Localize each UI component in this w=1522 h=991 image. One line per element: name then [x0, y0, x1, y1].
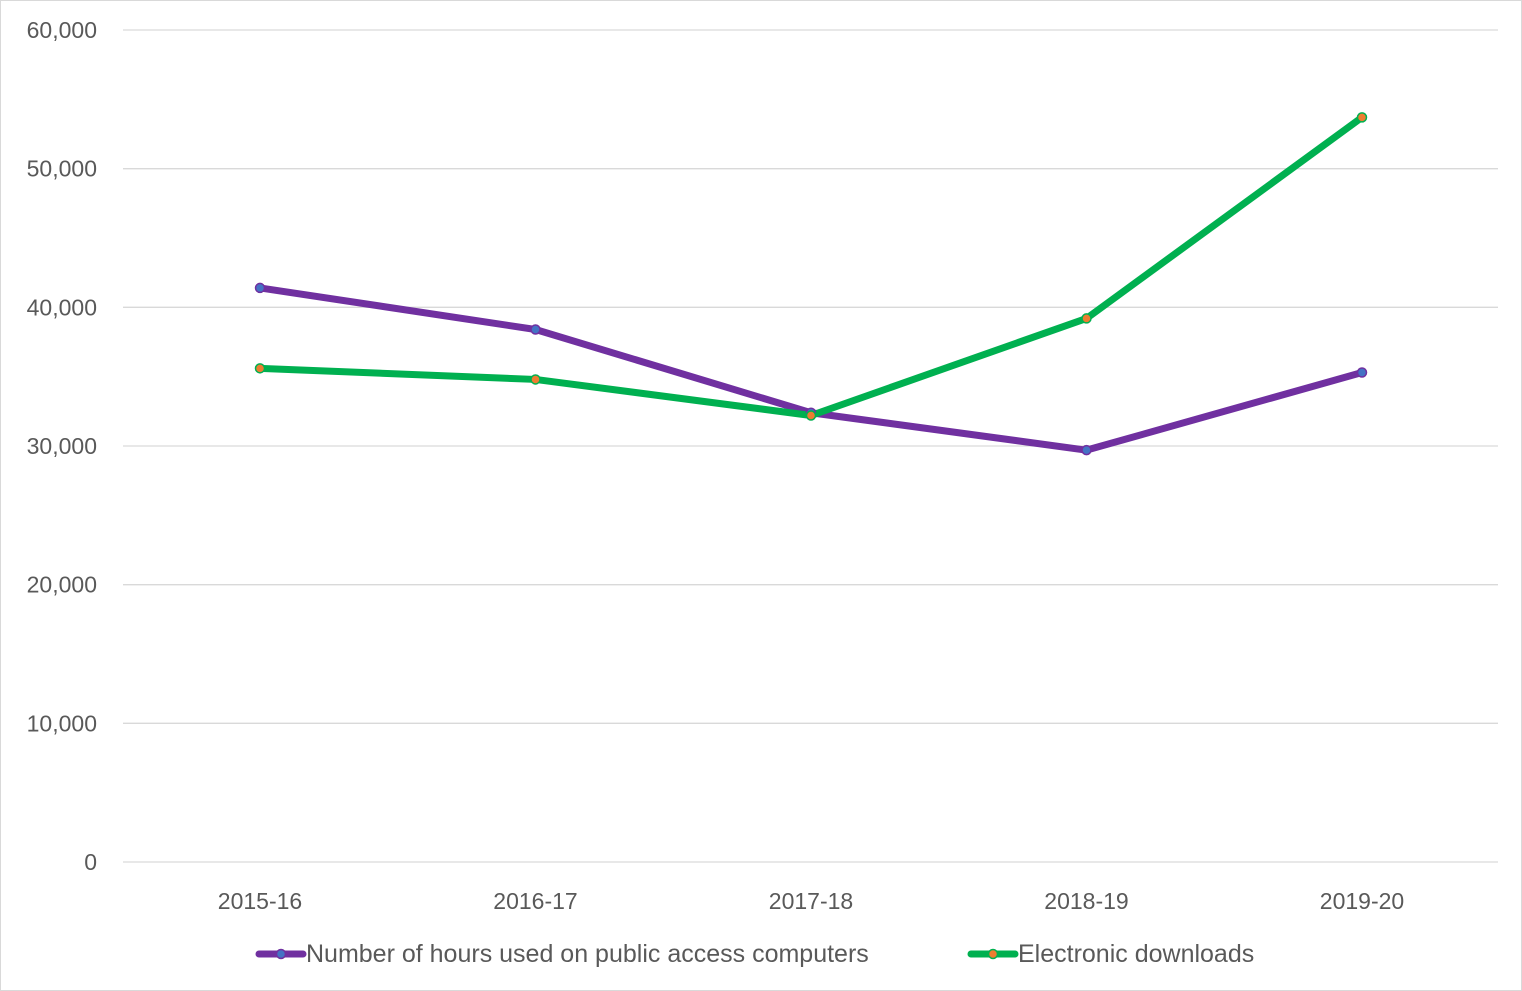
data-point	[530, 374, 541, 385]
data-point	[805, 410, 817, 421]
y-tick-label: 50,000	[27, 156, 97, 182]
x-tick-label: 2015-16	[218, 888, 302, 914]
y-tick-label: 40,000	[27, 294, 97, 320]
data-point	[1081, 313, 1092, 324]
data-point	[1081, 444, 1092, 456]
x-tick-label: 2016-17	[493, 888, 577, 914]
data-point	[530, 324, 541, 335]
legend-marker	[987, 948, 999, 960]
data-point	[1356, 367, 1368, 378]
y-tick-label: 20,000	[27, 572, 97, 598]
x-tick-label: 2017-18	[769, 888, 853, 914]
data-point	[254, 363, 266, 374]
legend-item: Number of hours used on public access co…	[255, 940, 869, 968]
series	[254, 112, 1368, 456]
legend-label: Number of hours used on public access co…	[306, 940, 869, 968]
y-tick-label: 30,000	[27, 433, 97, 459]
series-line-1	[256, 284, 1366, 454]
data-point	[254, 282, 266, 294]
y-tick-label: 10,000	[27, 710, 97, 736]
legend-item: Electronic downloads	[967, 940, 1254, 968]
y-tick-label: 0	[84, 849, 97, 875]
legend-label: Electronic downloads	[1018, 940, 1254, 968]
x-tick-label: 2018-19	[1044, 888, 1128, 914]
y-tick-label: 60,000	[27, 17, 97, 43]
series-line-2	[256, 113, 1366, 419]
axes: 0 10,000 20,000 30,000 40,000 50,000 60,000 201…	[27, 17, 1405, 914]
gridlines	[123, 29, 1498, 863]
data-point	[1356, 112, 1368, 123]
x-tick-label: 2019-20	[1320, 888, 1404, 914]
legend: Number of hours used on public access co…	[255, 940, 1254, 968]
legend-marker	[275, 948, 287, 960]
